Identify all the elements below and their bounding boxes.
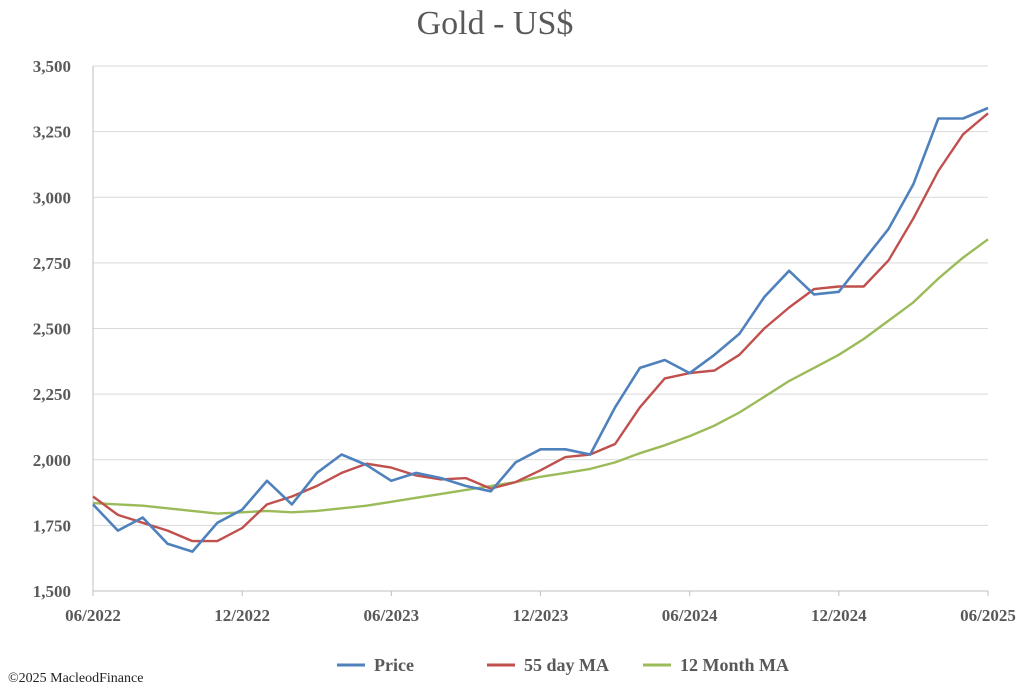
x-tick-label: 12/2023: [513, 606, 569, 625]
series-line-55-day-ma: [92, 112, 989, 543]
y-tick-label: 2,500: [33, 320, 71, 339]
series-line-price: [92, 106, 989, 553]
legend: Price 55 day MA 12 Month MA: [337, 655, 789, 675]
y-tick-label: 1,750: [33, 516, 71, 535]
series-lines: [92, 106, 989, 553]
series-line-12-month-ma: [92, 238, 989, 515]
y-tick-label: 3,250: [33, 123, 71, 142]
x-tick-label: 12/2022: [214, 606, 270, 625]
x-tick-label: 12/2024: [811, 606, 867, 625]
y-tick-label: 3,000: [33, 188, 71, 207]
y-tick-label: 1,500: [33, 582, 71, 601]
copyright-text: ©2025 MacleodFinance: [8, 671, 143, 686]
y-tick-label: 3,500: [33, 57, 71, 76]
legend-label-12-month-ma: 12 Month MA: [680, 655, 789, 675]
x-tick-label: 06/2025: [960, 606, 1016, 625]
y-tick-label: 2,250: [33, 385, 71, 404]
y-tick-label: 2,000: [33, 451, 71, 470]
legend-label-55-day-ma: 55 day MA: [524, 655, 609, 675]
y-tick-label: 2,750: [33, 254, 71, 273]
y-axis: 1,500 1,750 2,000 2,250 2,500 2,750 3,000 3,250…: [33, 57, 71, 601]
x-tick-label: 06/2024: [662, 606, 718, 625]
chart-title: Gold - US$: [417, 5, 574, 42]
x-tick-label: 06/2023: [363, 606, 419, 625]
x-axis: 06/2022 12/2022 06/2023 12/2023 06/2024 12/20…: [65, 591, 1016, 625]
legend-label-price: Price: [374, 655, 414, 675]
x-tick-label: 06/2022: [65, 606, 121, 625]
